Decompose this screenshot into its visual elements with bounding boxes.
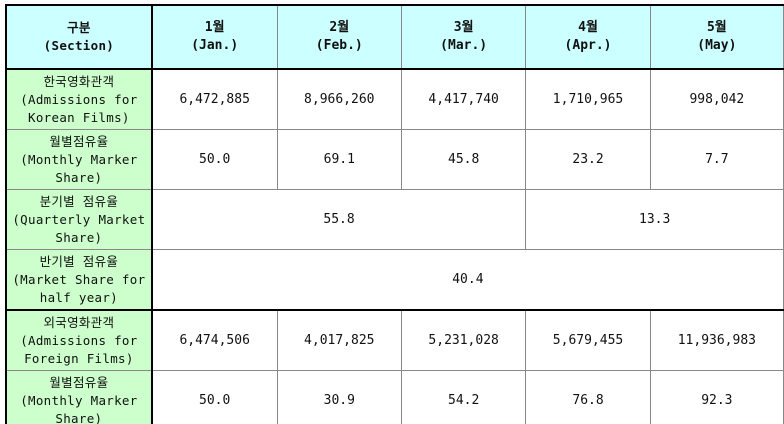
cell-line: Share) [55, 169, 103, 185]
table-row: 한국영화관객 (Admissions for Korean Films) 6,472,… [5, 68, 784, 130]
table-row: 월별점유율 (Monthly Marker Share) 50.0 30.9 54.2 76… [5, 370, 784, 424]
value-cell: 45.8 [400, 129, 527, 190]
cell-line: 분기별 점유율 [39, 193, 119, 209]
value-cell: 1,710,965 [525, 68, 651, 130]
cell-line: 월별점유율 [49, 133, 109, 149]
cell-line: Share) [55, 229, 103, 245]
cell-line: 2월 [329, 20, 350, 35]
value-cell: 11,936,983 [649, 309, 784, 371]
row-label: 분기별 점유율 (Quarterly Market Share) [5, 189, 153, 250]
value-cell: 76.8 [525, 370, 651, 424]
cell-line: (Mar.) [440, 38, 488, 53]
cell-line: 3월 [453, 20, 474, 35]
cell-line: (Section) [43, 38, 115, 53]
header-cell: 1월 (Jan.) [151, 4, 278, 70]
value-cell: 40.4 [151, 249, 784, 311]
data-table: 구분 (Section) 1월 (Jan.) 2월 (Feb.) 3월 (Mar.) 4월 (Ap… [5, 4, 784, 424]
cell-line: Korean Films) [28, 109, 130, 125]
table-row: 반기별 점유율 (Market Share for half year) 40.4 [5, 249, 784, 311]
value-cell: 6,474,506 [151, 309, 278, 371]
cell-line: (Market Share for [12, 271, 146, 287]
cell-line: 1월 [204, 20, 225, 35]
value-cell: 23.2 [525, 129, 651, 190]
row-label: 한국영화관객 (Admissions for Korean Films) [5, 68, 153, 130]
cell-line: 5월 [706, 20, 727, 35]
value-cell: 6,472,885 [151, 68, 278, 130]
cell-line: 월별점유율 [49, 374, 109, 390]
cell-line: (Feb.) [315, 38, 363, 53]
value-cell: 998,042 [649, 68, 784, 130]
value-cell: 69.1 [276, 129, 402, 190]
table-row: 월별점유율 (Monthly Marker Share) 50.0 69.1 45.8 23… [5, 129, 784, 190]
value-cell: 5,231,028 [400, 309, 527, 371]
value-cell: 4,417,740 [400, 68, 527, 130]
value-cell: 13.3 [525, 189, 784, 250]
value-cell: 55.8 [151, 189, 527, 250]
row-label: 외국영화관객 (Admissions for Foreign Films) [5, 309, 153, 371]
header-cell: 3월 (Mar.) [400, 4, 527, 70]
table-row: 외국영화관객 (Admissions for Foreign Films) 6,474… [5, 309, 784, 371]
cell-line: 외국영화관객 [43, 314, 115, 330]
header-cell: 2월 (Feb.) [276, 4, 402, 70]
row-label: 월별점유율 (Monthly Marker Share) [5, 370, 153, 424]
value-cell: 7.7 [649, 129, 784, 190]
table-row: 분기별 점유율 (Quarterly Market Share) 55.8 13.3 [5, 189, 784, 250]
cell-line: (May) [697, 38, 737, 53]
cell-line: (Apr.) [564, 38, 612, 53]
cell-line: (Admissions for [20, 332, 138, 348]
row-label: 월별점유율 (Monthly Marker Share) [5, 129, 153, 190]
value-cell: 8,966,260 [276, 68, 402, 130]
cell-line: (Jan.) [191, 38, 239, 53]
header-row: 구분 (Section) 1월 (Jan.) 2월 (Feb.) 3월 (Mar.) 4월 (Ap… [5, 4, 784, 70]
cell-line: (Monthly Marker [20, 392, 138, 408]
cell-line: Share) [55, 410, 103, 424]
value-cell: 92.3 [649, 370, 784, 424]
value-cell: 50.0 [151, 129, 278, 190]
cell-line: 4월 [578, 20, 598, 35]
value-cell: 50.0 [151, 370, 278, 424]
header-cell: 5월 (May) [649, 4, 784, 70]
header-cell: 4월 (Apr.) [525, 4, 651, 70]
cell-line: 구분 [67, 20, 91, 35]
cell-line: (Monthly Marker [20, 151, 138, 167]
cell-line: (Quarterly Market [12, 211, 146, 227]
cell-line: half year) [39, 289, 119, 305]
header-cell: 구분 (Section) [5, 4, 153, 70]
value-cell: 4,017,825 [276, 309, 402, 371]
value-cell: 5,679,455 [525, 309, 651, 371]
cell-line: Foreign Films) [24, 350, 134, 366]
cell-line: (Admissions for [20, 91, 138, 107]
value-cell: 30.9 [276, 370, 402, 424]
value-cell: 54.2 [400, 370, 527, 424]
cell-line: 한국영화관객 [43, 73, 115, 89]
row-label: 반기별 점유율 (Market Share for half year) [5, 249, 153, 311]
cell-line: 반기별 점유율 [39, 253, 119, 269]
